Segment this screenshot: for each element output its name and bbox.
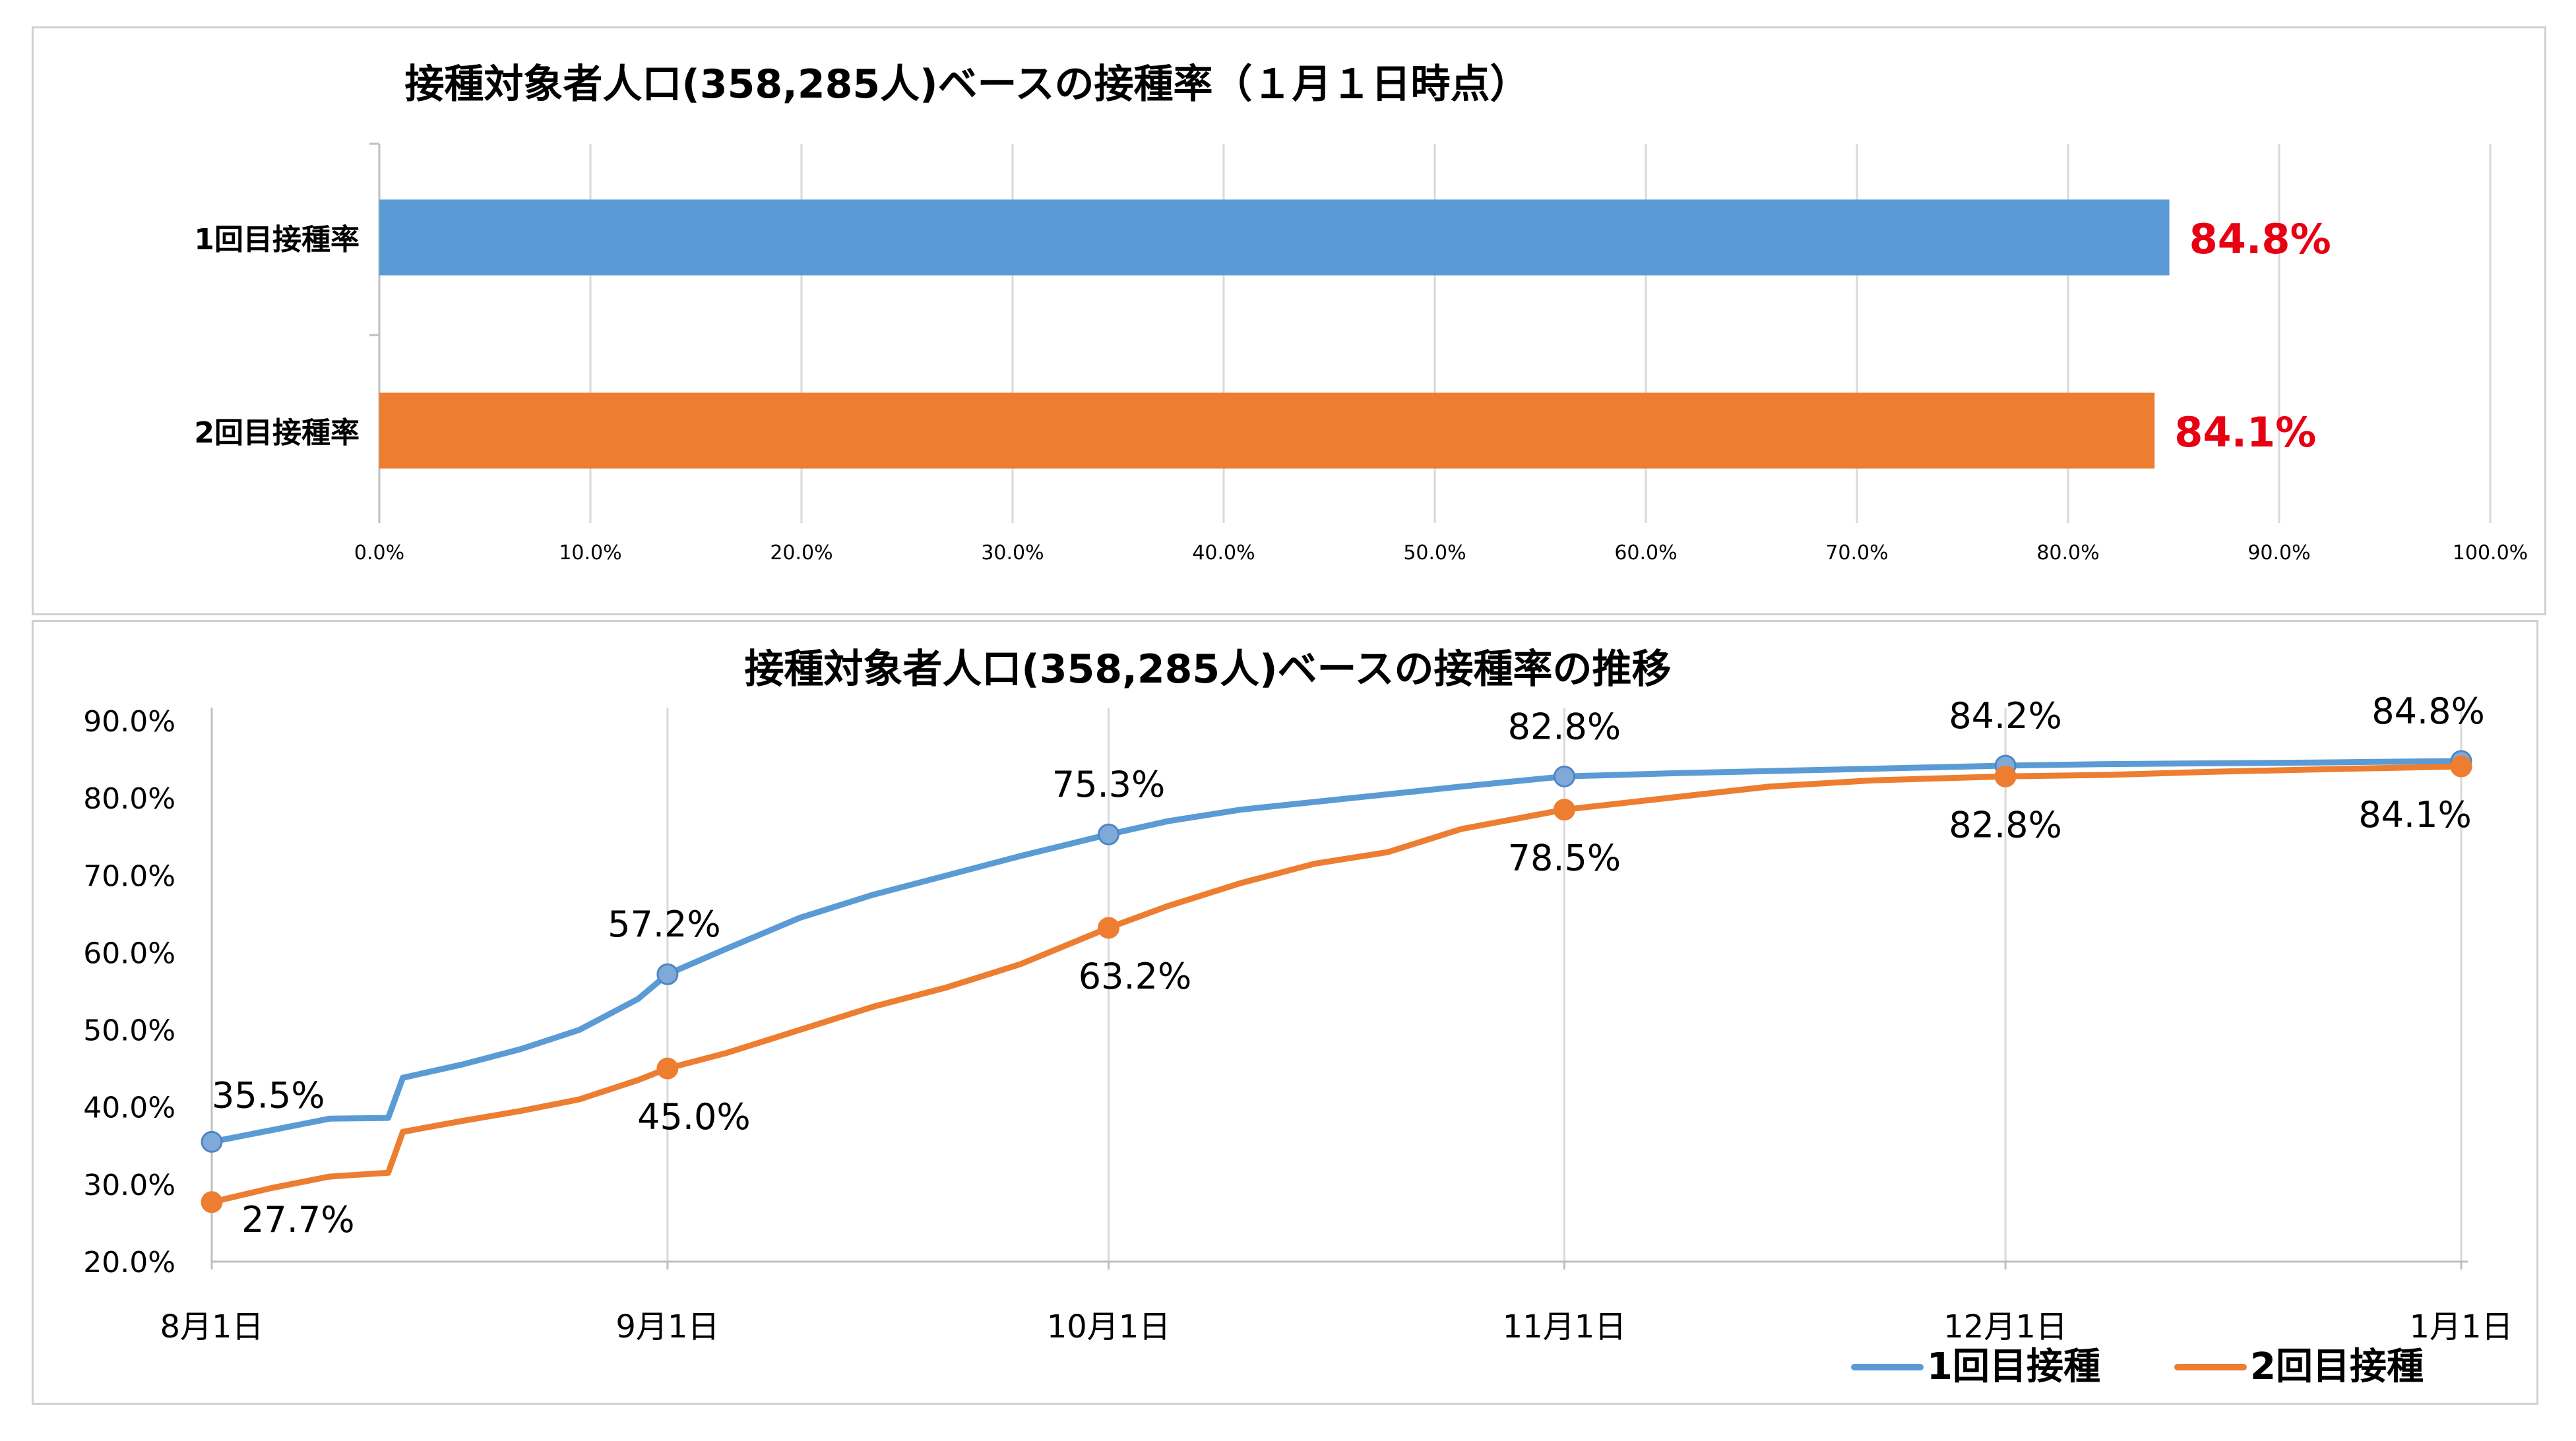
line-y-tick-label: 40.0%: [83, 1091, 175, 1125]
series-2-data-label: 63.2%: [1079, 956, 1192, 997]
legend-label-1: 1回目接種: [1927, 1345, 2100, 1388]
series-1-data-label: 82.8%: [1508, 706, 1621, 747]
bar-x-tick-label: 40.0%: [1192, 541, 1255, 565]
bar-x-tick-label: 20.0%: [770, 541, 832, 565]
bar-1: [379, 199, 2170, 276]
series-1-data-label: 84.8%: [2372, 690, 2485, 732]
series-2-marker: [1994, 765, 2017, 787]
series-2-line: [208, 763, 2465, 1206]
bar-chart-panel: 接種対象者人口(358,285人)ベースの接種率（１月１日時点） 0.0% 10.…: [32, 26, 2546, 615]
series-2-data-label: 84.1%: [2358, 794, 2472, 836]
series-2-data-label: 27.7%: [241, 1199, 355, 1241]
line-x-tick-label: 9月1日: [615, 1308, 719, 1345]
series-1-marker: [656, 963, 679, 985]
line-y-tick-label: 80.0%: [83, 782, 175, 816]
line-chart: 接種対象者人口(358,285人)ベースの接種率の推移 20.0% 30.0% 40…: [83, 646, 2513, 1388]
series-2-marker: [656, 1057, 679, 1080]
line-chart-title: 接種対象者人口(358,285人)ベースの接種率の推移: [744, 646, 1671, 692]
bar-chart-title: 接種対象者人口(358,285人)ベースの接種率（１月１日時点）: [404, 61, 1529, 107]
series-2-marker: [2450, 755, 2472, 778]
line-y-tick-label: 50.0%: [83, 1014, 175, 1048]
series-2-marker: [201, 1191, 223, 1213]
series-2-marker: [1553, 799, 1575, 821]
line-x-tick-label: 1月1日: [2409, 1308, 2513, 1345]
line-x-tick-label: 8月1日: [160, 1308, 263, 1345]
line-x-tick-label: 10月1日: [1047, 1308, 1171, 1345]
series-2-data-label: 82.8%: [1949, 804, 2062, 845]
series-1-marker: [1553, 765, 1575, 787]
bar-value-label: 84.8%: [2189, 215, 2331, 263]
line-y-tick-label: 90.0%: [83, 705, 175, 739]
bar-category-label: 2回目接種率: [194, 416, 360, 450]
bar-value-label: 84.1%: [2174, 408, 2316, 456]
line-y-tick-label: 70.0%: [83, 859, 175, 893]
line-x-tick-label: 12月1日: [1943, 1308, 2067, 1345]
bar-x-tick-label: 100.0%: [2453, 541, 2528, 565]
bar-2: [379, 392, 2155, 469]
bar-chart: 接種対象者人口(358,285人)ベースの接種率（１月１日時点） 0.0% 10.…: [194, 61, 2528, 565]
series-1-line: [208, 758, 2465, 1145]
bar-x-tick-label: 0.0%: [354, 541, 404, 565]
bar-category-label: 1回目接種率: [194, 223, 360, 257]
series-1-data-label: 57.2%: [608, 904, 721, 945]
bar-x-tick-label: 70.0%: [1825, 541, 1888, 565]
series-1-marker: [1098, 823, 1120, 845]
series-1-data-label: 84.2%: [1949, 695, 2062, 737]
bar-x-tick-label: 80.0%: [2036, 541, 2099, 565]
series-2-marker: [1098, 917, 1120, 939]
line-y-tick-label: 30.0%: [83, 1169, 175, 1202]
bar-x-tick-label: 10.0%: [559, 541, 621, 565]
bar-x-tick-label: 90.0%: [2247, 541, 2310, 565]
bar-x-tick-label: 60.0%: [1614, 541, 1677, 565]
bar-x-tick-label: 30.0%: [981, 541, 1044, 565]
bar-x-tick-label: 50.0%: [1403, 541, 1466, 565]
series-1-data-label: 75.3%: [1052, 764, 1166, 805]
series-1-marker: [201, 1130, 223, 1153]
line-y-tick-label: 20.0%: [83, 1246, 175, 1279]
series-1-data-label: 35.5%: [212, 1074, 325, 1116]
series-2-data-label: 45.0%: [637, 1096, 751, 1138]
series-2-data-label: 78.5%: [1508, 838, 1621, 879]
line-x-tick-label: 11月1日: [1503, 1308, 1627, 1345]
line-chart-panel: 接種対象者人口(358,285人)ベースの接種率の推移 20.0% 30.0% 40…: [32, 620, 2538, 1405]
line-y-tick-label: 60.0%: [83, 936, 175, 970]
legend-label-2: 2回目接種: [2250, 1345, 2424, 1388]
